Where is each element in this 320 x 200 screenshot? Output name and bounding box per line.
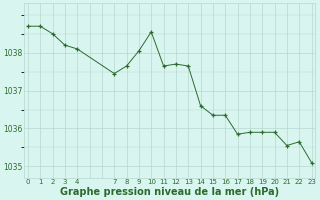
X-axis label: Graphe pression niveau de la mer (hPa): Graphe pression niveau de la mer (hPa) bbox=[60, 187, 279, 197]
